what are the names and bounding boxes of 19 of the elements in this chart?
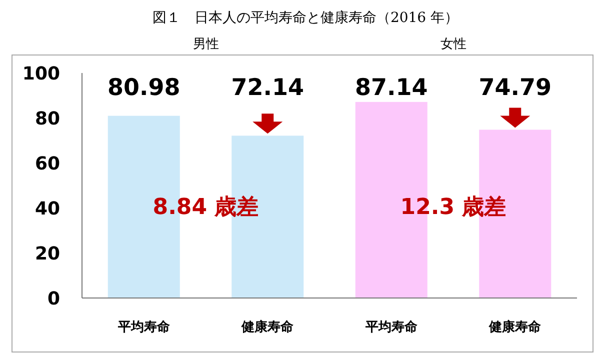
text: 男性	[192, 37, 219, 52]
data-label: 72.14	[231, 75, 304, 101]
y-tick-label: 60	[34, 154, 60, 174]
y-tick-label: 100	[22, 64, 60, 84]
annotation: 8.84 歳差	[152, 195, 259, 220]
data-label: 87.14	[354, 75, 428, 101]
x-tick-label: 健康寿命	[488, 319, 542, 335]
x-tick-label: 平均寿命	[116, 320, 171, 335]
chart-title: 図１ 日本人の平均寿命と健康寿命（2016 年）	[152, 10, 459, 26]
x-tick-label: 平均寿命	[364, 320, 418, 335]
x-tick-label: 健康寿命	[240, 319, 295, 335]
data-label: 80.98	[107, 75, 180, 101]
annotation: 12.3 歳差	[400, 195, 506, 220]
data-label: 74.79	[478, 75, 552, 101]
y-tick-label: 0	[47, 288, 60, 310]
y-tick-label: 80	[34, 108, 60, 130]
y-tick-label: 20	[34, 244, 60, 264]
y-tick-label: 40	[34, 198, 60, 220]
text: 女性	[440, 37, 466, 52]
